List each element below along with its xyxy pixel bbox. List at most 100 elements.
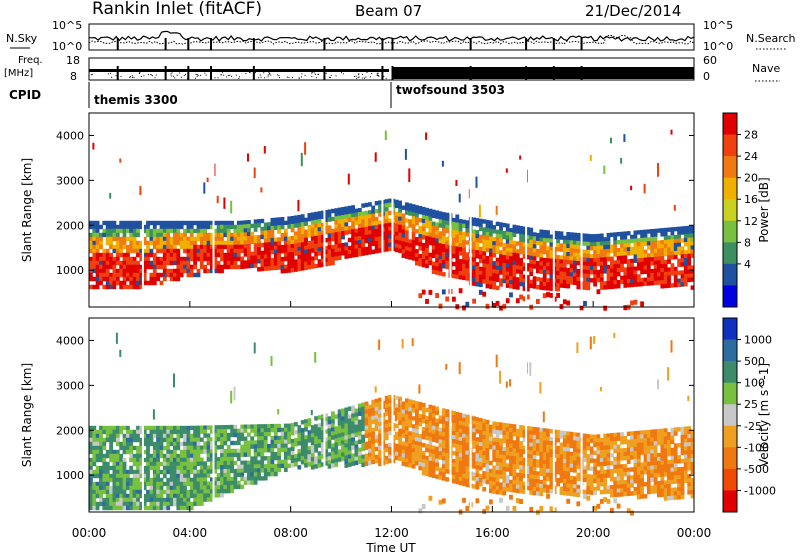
power-cell — [418, 242, 423, 247]
velocity-cell — [334, 414, 339, 419]
power-cell — [112, 280, 117, 286]
velocity-cell — [92, 425, 97, 431]
velocity-cell — [394, 447, 399, 453]
velocity-cell — [119, 429, 124, 435]
power-cell — [109, 252, 113, 258]
velocity-cell — [142, 505, 147, 511]
velocity-cell — [512, 472, 517, 477]
velocity-cell — [277, 455, 281, 461]
power-cell — [690, 249, 695, 254]
nsearch-label: N.Search — [746, 32, 796, 45]
velocity-cell — [462, 413, 466, 419]
velocity-cell — [176, 445, 181, 451]
power-cell — [388, 210, 392, 215]
power-cell — [633, 282, 638, 287]
velocity-nearrange — [428, 495, 433, 501]
power-cell — [455, 238, 460, 243]
velocity-cell — [475, 421, 480, 426]
power-cell — [606, 284, 611, 290]
power-cell — [152, 260, 157, 266]
power-cell — [105, 256, 110, 262]
velocity-cell — [206, 485, 211, 490]
power-cell — [109, 276, 113, 282]
velocity-cell — [445, 453, 450, 458]
power-cell — [472, 265, 476, 270]
power-cell — [166, 244, 171, 250]
power-cell — [401, 245, 406, 250]
power-cell — [633, 234, 638, 239]
velocity-cell — [351, 409, 355, 414]
power-cell — [559, 259, 564, 264]
velocity-cell — [156, 473, 160, 479]
velocity-scatter — [401, 338, 404, 349]
power-cell — [351, 241, 355, 246]
velocity-cell — [257, 440, 261, 445]
power-cell — [243, 220, 248, 225]
power-cell — [287, 256, 292, 261]
velocity-cell — [196, 485, 201, 490]
velocity-cell — [435, 454, 439, 459]
power-nearrange — [546, 292, 550, 298]
velocity-nearrange — [475, 498, 480, 504]
velocity-cell — [105, 465, 110, 471]
velocity-cell — [532, 490, 537, 496]
power-cell — [112, 284, 117, 290]
nave-dot — [268, 72, 270, 74]
velocity-cell — [388, 394, 392, 400]
power-cell — [344, 222, 349, 227]
power-cell — [378, 240, 382, 245]
velocity-cell — [213, 465, 218, 470]
power-cell — [351, 237, 355, 242]
power-cell — [196, 272, 201, 278]
power-cell — [626, 275, 631, 280]
power-cell — [485, 271, 490, 277]
velocity-cell — [421, 426, 426, 432]
velocity-cell — [411, 444, 416, 449]
velocity-cell — [156, 493, 160, 499]
velocity-cell — [465, 462, 470, 467]
velocity-cell — [92, 449, 97, 455]
freq-unit: [MHz] — [4, 68, 33, 79]
velocity-cell — [99, 489, 103, 495]
power-nearrange — [482, 291, 487, 297]
power-cell — [499, 250, 503, 255]
power-cell — [230, 220, 234, 226]
power-cell — [273, 241, 278, 246]
power-cell — [257, 247, 261, 252]
power-cell — [267, 234, 271, 239]
power-cell — [485, 231, 490, 237]
velocity-cell — [176, 505, 181, 511]
velocity-cell — [478, 418, 483, 423]
velocity-cell — [569, 479, 574, 485]
velocity-cell — [562, 430, 567, 436]
velocity-cell — [250, 440, 255, 445]
velocity-cell — [193, 497, 197, 503]
nave-dot — [195, 73, 197, 75]
power-cell — [411, 252, 416, 257]
velocity-cell — [599, 470, 604, 475]
power-cell — [650, 233, 655, 238]
power-scatter — [139, 186, 142, 195]
velocity-cell — [542, 456, 547, 461]
power-cell — [492, 265, 497, 270]
velocity-cell — [482, 447, 487, 452]
power-cell — [310, 260, 315, 265]
power-cell — [122, 224, 127, 230]
power-cell — [220, 248, 224, 254]
power-cell — [482, 263, 487, 268]
velocity-cell — [519, 457, 523, 462]
velocity-cell — [331, 455, 335, 460]
velocity-cell — [569, 459, 574, 465]
velocity-cell — [152, 465, 157, 471]
velocity-cell — [428, 464, 433, 470]
power-nearrange — [495, 300, 500, 306]
velocity-cell — [277, 427, 281, 433]
velocity-cell — [102, 489, 107, 495]
velocity-cell — [257, 444, 261, 449]
velocity-cell — [129, 489, 134, 495]
power-cell — [603, 241, 608, 246]
velocity-cell — [230, 488, 234, 494]
power-cell — [240, 244, 245, 249]
velocity-cell — [314, 456, 318, 461]
power-scatter — [347, 173, 350, 185]
